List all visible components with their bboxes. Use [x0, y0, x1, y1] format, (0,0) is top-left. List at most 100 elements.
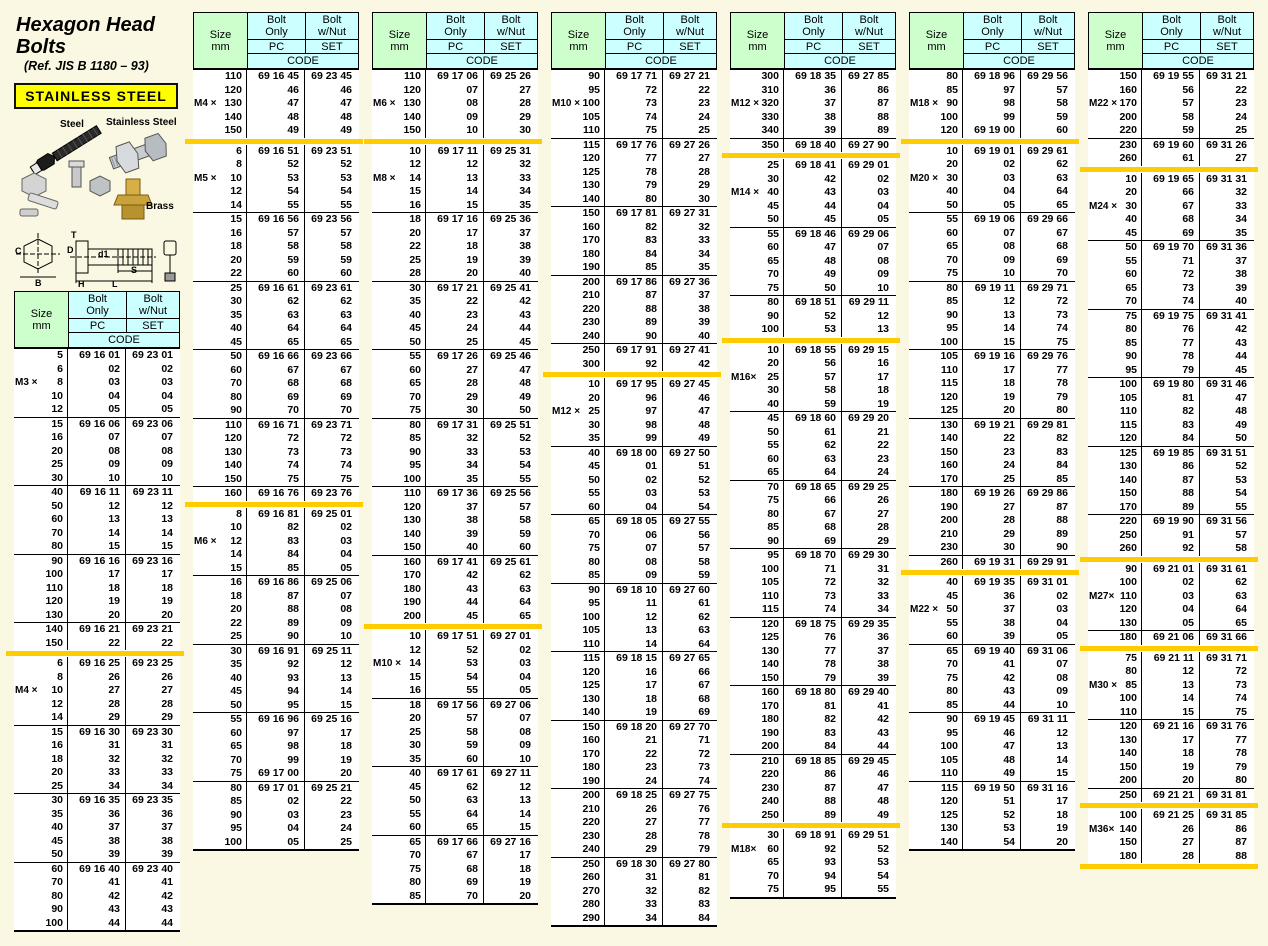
size-value: 30 — [767, 384, 779, 396]
thread-size-divider — [722, 337, 900, 343]
pc-code-cell: 84 — [784, 740, 842, 754]
size-cell: M14 × 40 — [730, 186, 784, 200]
size-value: 45 — [767, 199, 779, 212]
size-value: 25 — [230, 281, 242, 294]
pc-code-cell: 12 — [1142, 665, 1200, 679]
pc-code-cell: 55 — [426, 684, 484, 698]
set-code-cell: 57 — [340, 226, 352, 239]
set-code-cell: 41 — [161, 876, 173, 888]
size-cell: 50 — [14, 848, 68, 862]
pc-code-cell: 22 — [963, 432, 1021, 446]
pc-code-cell: 69 16 21 — [68, 623, 126, 637]
size-value: 160 — [761, 686, 779, 698]
pc-code-cell: 09 — [68, 458, 126, 472]
row-group: 150 69 19 55 69 31 21 160 56 22 M22 × 170 57 23 20… — [1088, 70, 1254, 138]
size-value: 105 — [940, 350, 958, 362]
table-row: 130 77 37 — [730, 644, 896, 658]
set-code-cell: 69 29 56 — [1027, 70, 1068, 82]
pc-code-cell: 12 — [426, 158, 484, 172]
set-code-cell: 55 — [519, 472, 531, 485]
pc-code-cell: 66 — [784, 494, 842, 508]
size-cell: 70 — [551, 528, 605, 542]
thread-size-divider — [901, 138, 1079, 144]
set-code-cell: 05 — [1056, 630, 1068, 642]
set-code-cell: 74 — [1235, 692, 1247, 704]
set-code-cell: 69 23 25 — [132, 657, 173, 669]
table-row: 50 02 52 — [551, 473, 717, 487]
size-cell: 250 — [730, 808, 784, 822]
size-header: Size mm — [552, 13, 606, 68]
pc-code-cell: 27 — [1142, 836, 1200, 850]
pc-code-cell: 69 16 25 — [68, 657, 126, 671]
pc-code-cell: 33 — [426, 445, 484, 459]
size-cell: 16 — [14, 739, 68, 753]
pc-code-cell: 69 21 21 — [1142, 788, 1200, 802]
table-row: 115 69 19 50 69 31 16 — [909, 781, 1075, 795]
table-row: 12 52 02 — [372, 643, 538, 657]
table-row: 16 55 05 — [372, 684, 538, 698]
table-row: 40 04 64 — [909, 185, 1075, 199]
set-code-cell: 52 — [340, 158, 352, 170]
size-cell: 85 — [909, 295, 963, 309]
size-value: 80 — [1125, 323, 1137, 335]
size-cell: 110 — [551, 637, 605, 651]
table-row: 12 05 05 — [14, 403, 180, 417]
bolt-code-panel-4: Size mm Bolt Only Bolt w/Nut PC SET CODE 90 69 17 … — [543, 12, 721, 927]
pc-code-cell: 69 18 10 — [605, 583, 663, 597]
set-code-cell: 46 — [698, 391, 710, 404]
size-cell: 190 — [730, 726, 784, 740]
pc-code-cell: 72 — [605, 83, 663, 97]
table-row: 120 07 27 — [372, 83, 538, 97]
set-code-cell: 69 23 56 — [311, 213, 352, 225]
size-cell: 15 — [14, 417, 68, 431]
set-code-cell: 34 — [877, 603, 889, 615]
size-cell: 120 — [372, 500, 426, 514]
pc-code-cell: 08 — [963, 240, 1021, 254]
set-code-cell: 84 — [698, 911, 710, 924]
set-code-cell: 10 — [161, 471, 173, 484]
size-value: 75 — [1125, 309, 1137, 322]
size-value: 70 — [409, 849, 421, 861]
set-code-cell: 69 27 01 — [490, 630, 531, 642]
size-cell: 95 — [909, 322, 963, 336]
set-code-cell: 09 — [1056, 685, 1068, 697]
code-header: CODE — [466, 55, 498, 67]
pc-code-cell: 75 — [605, 124, 663, 138]
size-cell: 130 — [909, 418, 963, 432]
size-value: 55 — [588, 487, 600, 499]
table-row: 160 69 17 41 69 25 61 — [372, 555, 538, 569]
table-row: 105 69 19 16 69 29 76 — [909, 350, 1075, 364]
pc-code-cell: 83 — [784, 726, 842, 740]
size-cell: 100 — [14, 568, 68, 582]
table-row: 130 18 68 — [551, 692, 717, 706]
size-cell: 20 — [551, 391, 605, 405]
set-code-cell: 80 — [1235, 774, 1247, 786]
bolt-only-header: Bolt Only — [606, 13, 664, 40]
set-code-cell: 27 — [519, 83, 531, 96]
row-group: 110 69 16 45 69 23 45 120 46 46 M4 × 130 47 47 140… — [193, 70, 359, 138]
size-value: 10 — [409, 144, 421, 157]
table-row: 110 18 18 — [14, 581, 180, 595]
size-value: 190 — [761, 726, 779, 739]
set-code-cell: 14 — [161, 526, 173, 539]
size-value: 45 — [409, 780, 421, 793]
set-code-cell: 69 23 71 — [311, 418, 352, 431]
set-code-cell: 12 — [161, 499, 173, 512]
table-row: 260 69 19 31 69 29 91 — [909, 555, 1075, 569]
size-cell: 75 — [551, 542, 605, 556]
table-row: 120 51 17 — [909, 795, 1075, 809]
set-code-cell: 63 — [519, 582, 531, 595]
pc-code-cell: 41 — [963, 658, 1021, 672]
size-value: 90 — [230, 808, 242, 821]
table-row: 100 05 25 — [193, 835, 359, 849]
pc-code-cell: 89 — [605, 316, 663, 330]
table-row: 22 18 38 — [372, 240, 538, 254]
size-value: 140 — [1119, 747, 1137, 759]
size-value: 18 — [409, 213, 421, 225]
set-code-cell: 32 — [1235, 186, 1247, 198]
pc-code-cell: 07 — [426, 83, 484, 97]
size-value: 170 — [1119, 500, 1137, 513]
thread-size-prefix: M10 × — [552, 98, 581, 109]
size-cell: 70 — [730, 480, 784, 494]
pc-code-cell: 20 — [1142, 774, 1200, 788]
